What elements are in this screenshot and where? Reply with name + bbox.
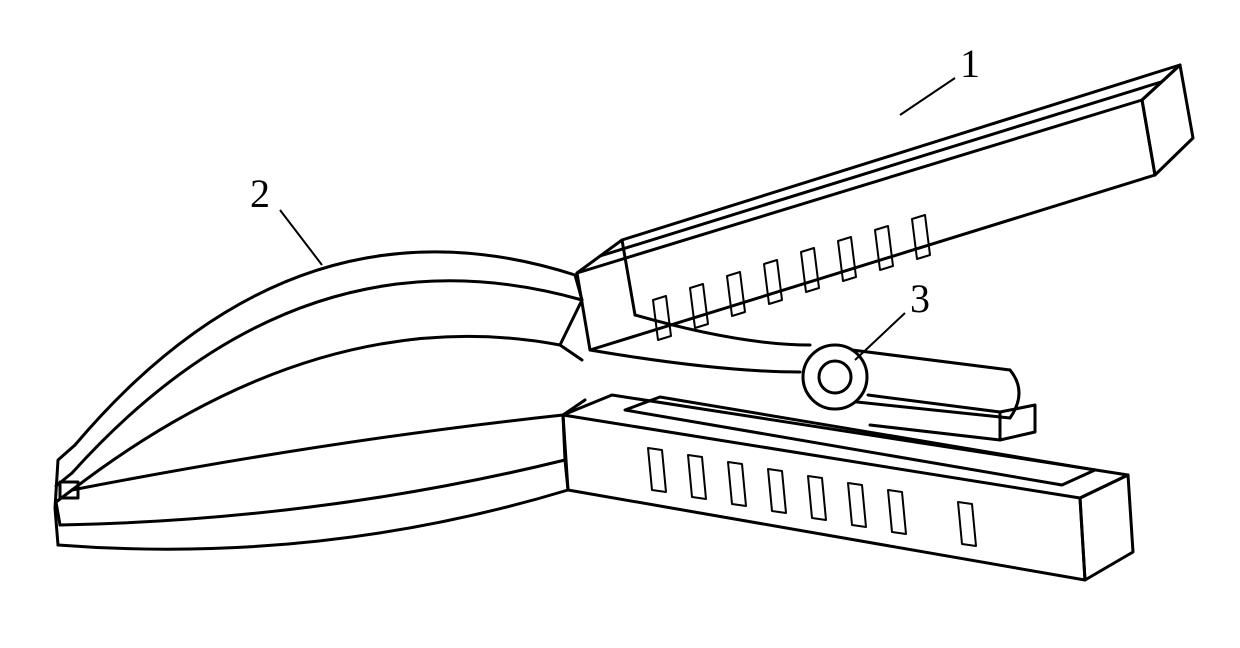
patent-figure	[0, 0, 1240, 648]
upper-slot-row	[653, 215, 930, 340]
ref-label-2: 2	[250, 170, 270, 217]
ref-label-3: 3	[910, 275, 930, 322]
jaw-pair	[55, 252, 582, 549]
leader-lines	[280, 78, 955, 360]
upper-clamp-body	[577, 65, 1193, 372]
lower-clamp-body	[563, 395, 1133, 580]
ref-label-1: 1	[960, 40, 980, 87]
